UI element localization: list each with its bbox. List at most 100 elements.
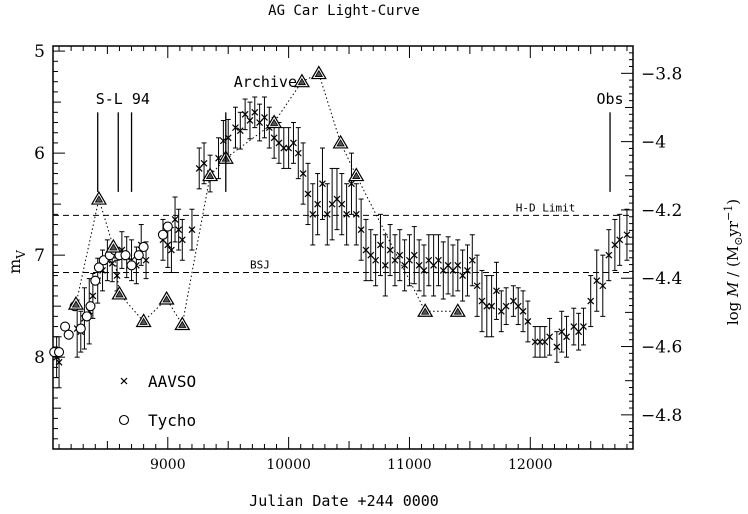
aavso-point — [338, 200, 346, 208]
aavso-point — [108, 259, 116, 267]
reference-line-label: BSJ — [250, 258, 270, 271]
tycho-point — [93, 262, 104, 273]
reference-line-label: H-D Limit — [516, 201, 576, 214]
aavso-point — [372, 256, 380, 264]
aavso-point — [473, 282, 481, 290]
aavso-point — [171, 216, 179, 223]
aavso-point — [319, 180, 326, 188]
aavso-point — [348, 180, 355, 188]
aavso-point — [175, 226, 183, 234]
aavso-point — [377, 241, 384, 249]
aavso-point — [524, 318, 532, 325]
y-tick-label: 8 — [34, 348, 45, 368]
aavso-point — [299, 170, 307, 177]
aavso-point — [580, 323, 587, 330]
aavso-point — [381, 261, 389, 269]
aavso-point — [236, 127, 244, 135]
x-axis-label: Julian Date +244 0000 — [249, 492, 439, 510]
aavso-point — [246, 117, 254, 124]
x-tick-label: 11000 — [387, 457, 432, 473]
y2-tick-label: −4.8 — [641, 406, 682, 426]
epoch-marker-label: Archive — [234, 73, 297, 91]
epoch-marker-label: S-L 94 — [96, 90, 150, 108]
tycho-point — [138, 241, 149, 253]
legend-symbol-aavso — [120, 377, 128, 385]
y2-tick-label: −3.8 — [641, 64, 682, 84]
legend-label: AAVSO — [148, 372, 196, 391]
aavso-point — [488, 302, 496, 310]
triangle-inner — [420, 307, 430, 315]
aavso-point — [352, 210, 360, 218]
aavso-point — [188, 226, 196, 234]
aavso-point — [386, 246, 394, 254]
triangle-inner — [178, 320, 187, 328]
y2-tick-label: −4.6 — [641, 338, 682, 358]
aavso-point — [605, 251, 613, 259]
chart-title: AG Car Light-Curve — [268, 3, 420, 19]
y-tick-label: 6 — [34, 144, 45, 164]
tycho-point — [81, 311, 92, 322]
aavso-point — [593, 277, 601, 285]
y-axis-label: mV — [5, 250, 28, 274]
aavso-point — [410, 251, 418, 259]
dotted-connector — [75, 72, 458, 326]
tycho-point — [85, 301, 96, 312]
triangle-inner — [205, 171, 215, 179]
tycho-point — [126, 260, 137, 271]
triangle-point — [417, 303, 434, 317]
triangle-point — [135, 313, 152, 328]
aavso-point — [304, 190, 312, 198]
reference-lines: H-D Limit BSJ — [53, 201, 633, 273]
triangle-point — [449, 303, 466, 317]
aavso-point — [164, 241, 172, 249]
x-tick-label: 9000 — [150, 457, 186, 473]
triangle-point — [266, 114, 283, 129]
tycho-point — [120, 250, 131, 261]
triangle-point — [310, 65, 327, 80]
aavso-point — [290, 139, 297, 147]
triangle-point — [67, 295, 85, 310]
triangle-point — [174, 316, 191, 331]
aavso-point — [261, 113, 268, 121]
triangle-point — [105, 238, 122, 253]
aavso-point — [314, 200, 322, 208]
tycho-point — [60, 321, 71, 332]
triangle-inner — [269, 118, 279, 126]
tycho-point — [162, 221, 173, 232]
triangle-point — [90, 190, 107, 205]
aavso-point — [563, 333, 570, 341]
triangle-connector — [75, 72, 458, 326]
epoch-markers: S-L 94 Archive Obs — [96, 73, 624, 192]
aavso-point — [464, 267, 471, 274]
aavso-point — [623, 231, 631, 239]
tycho-point — [53, 347, 65, 358]
tycho-point — [63, 329, 74, 340]
epoch-marker-label: Obs — [596, 90, 623, 108]
legend-label: Tycho — [148, 411, 196, 430]
triangle-point — [111, 285, 128, 300]
triangle-inner — [71, 300, 81, 308]
legend: AAVSO Tycho — [118, 372, 196, 430]
x-tick-label: 12000 — [508, 457, 553, 473]
triangle-inner — [115, 290, 124, 298]
aavso-point — [200, 159, 208, 167]
aavso-point — [232, 124, 239, 132]
aavso-point — [294, 149, 302, 157]
y2-tick-label: −4.4 — [641, 269, 682, 289]
aavso-point — [420, 267, 428, 274]
aavso-point — [519, 307, 527, 315]
triangle-inner — [453, 307, 462, 315]
y2-tick-label: −4 — [641, 133, 666, 153]
aavso-point — [546, 333, 554, 341]
aavso-point — [357, 226, 365, 234]
triangle-inner — [352, 171, 361, 179]
y2-tick-label: −4.2 — [641, 201, 682, 221]
aavso-point — [553, 343, 561, 351]
triangle-point — [293, 73, 310, 88]
aavso-point — [241, 110, 249, 118]
aavso-point — [55, 358, 63, 366]
triangle-inner — [109, 243, 118, 251]
aavso-point — [616, 236, 624, 244]
plot-frame — [52, 45, 634, 450]
